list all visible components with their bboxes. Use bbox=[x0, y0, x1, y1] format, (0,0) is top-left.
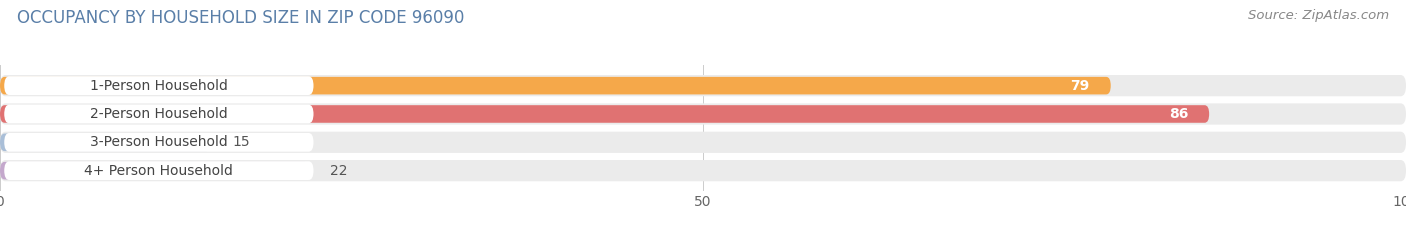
FancyBboxPatch shape bbox=[4, 133, 314, 152]
Text: 86: 86 bbox=[1168, 107, 1188, 121]
Text: Source: ZipAtlas.com: Source: ZipAtlas.com bbox=[1249, 9, 1389, 22]
FancyBboxPatch shape bbox=[0, 160, 1406, 181]
Text: 4+ Person Household: 4+ Person Household bbox=[84, 164, 233, 178]
FancyBboxPatch shape bbox=[0, 103, 1406, 125]
FancyBboxPatch shape bbox=[0, 162, 309, 179]
FancyBboxPatch shape bbox=[0, 105, 1209, 123]
Text: 15: 15 bbox=[232, 135, 250, 149]
FancyBboxPatch shape bbox=[4, 105, 314, 123]
Text: OCCUPANCY BY HOUSEHOLD SIZE IN ZIP CODE 96090: OCCUPANCY BY HOUSEHOLD SIZE IN ZIP CODE … bbox=[17, 9, 464, 27]
FancyBboxPatch shape bbox=[4, 161, 314, 180]
FancyBboxPatch shape bbox=[0, 75, 1406, 96]
FancyBboxPatch shape bbox=[0, 77, 1111, 94]
Text: 79: 79 bbox=[1070, 79, 1090, 93]
Text: 1-Person Household: 1-Person Household bbox=[90, 79, 228, 93]
FancyBboxPatch shape bbox=[4, 76, 314, 95]
Text: 3-Person Household: 3-Person Household bbox=[90, 135, 228, 149]
Text: 22: 22 bbox=[330, 164, 347, 178]
FancyBboxPatch shape bbox=[0, 132, 1406, 153]
FancyBboxPatch shape bbox=[0, 134, 211, 151]
Text: 2-Person Household: 2-Person Household bbox=[90, 107, 228, 121]
